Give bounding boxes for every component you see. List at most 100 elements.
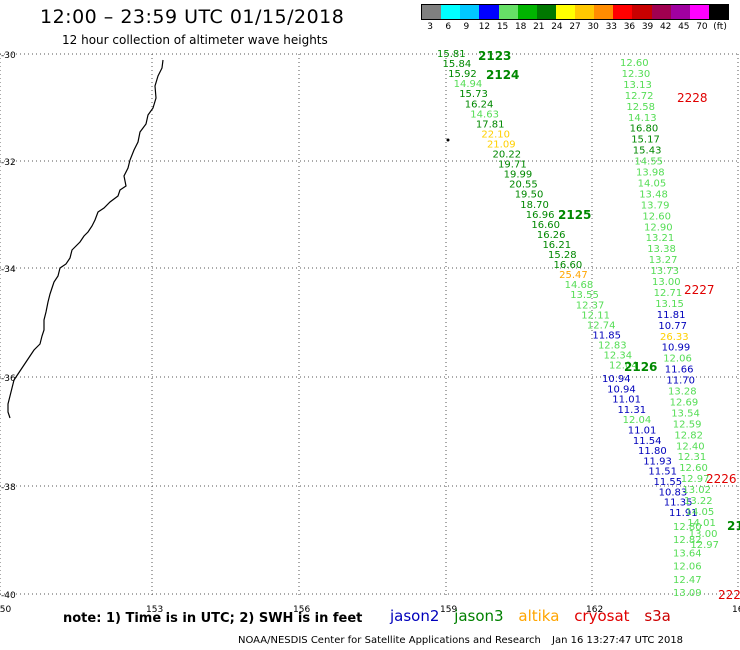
jason2-reading: 11.31 [617, 405, 646, 416]
lon-tick-label: 153 [146, 605, 163, 615]
cryosat-reading: 11.66 [665, 365, 694, 376]
lon-tick-label: 162 [586, 605, 603, 615]
jason3-reading: 12.37 [576, 300, 605, 311]
legend-label-15: 70 [696, 22, 708, 32]
cryosat-reading: 12.31 [678, 452, 707, 463]
footer-timestamp: Jan 16 13:27:47 UTC 2018 [552, 635, 684, 646]
cryosat-reading: 10.77 [658, 321, 687, 332]
side-track-reading: 13.09 [673, 588, 702, 599]
lat-tick-label: -40 [1, 591, 16, 601]
jason3-reading: 18.70 [520, 200, 549, 211]
legend-labels: 3 6 9 12 15 18 21 24 27 30 33 36 39 42 45 70 (ft) [421, 22, 729, 32]
jason3-reading: 12.11 [581, 310, 610, 321]
legend-swatch-1 [441, 5, 461, 19]
jason3-reading: 15.28 [548, 250, 577, 261]
legend-label-0: 3 [427, 22, 433, 32]
pass-label: 2226 [706, 472, 737, 486]
cryosat-reading: 12.82 [674, 430, 703, 441]
cryosat-reading: 15.43 [633, 146, 662, 157]
legend-label-8: 27 [569, 22, 581, 32]
legend-swatch-12 [651, 5, 671, 19]
legend-label-2: 9 [463, 22, 470, 32]
jason2-reading: 11.80 [638, 446, 667, 457]
cryosat-reading: 15.17 [631, 135, 660, 146]
jason3-reading: 16.60 [531, 220, 560, 231]
legend-swatches [421, 4, 729, 20]
jason3-reading: 11.85 [592, 330, 621, 341]
cryosat-reading: 13.02 [682, 485, 711, 496]
satellite-s3a: s3a [644, 607, 671, 625]
jason3-reading: 20.55 [509, 180, 538, 191]
cryosat-reading: 13.73 [650, 266, 679, 277]
jason3-reading: 20.22 [493, 150, 522, 161]
jason2-reading: 10.94 [602, 374, 631, 385]
jason3-reading: 16.96 [526, 210, 555, 221]
legend-label-12: 39 [641, 22, 654, 32]
legend-swatch-11 [632, 5, 652, 19]
altimeter-readings: 15.8115.8415.9214.9415.7316.2414.6317.81… [437, 49, 719, 599]
legend-swatch-5 [517, 5, 537, 19]
jason3-reading: 15.81 [437, 49, 466, 60]
pass-label: 2227 [684, 283, 715, 297]
legend-swatch-2 [460, 5, 480, 19]
legend-swatch-15 [708, 5, 728, 19]
cryosat-reading: 12.40 [676, 441, 705, 452]
cryosat-reading: 12.97 [690, 540, 719, 551]
legend-swatch-13 [670, 5, 690, 19]
legend-unit: (ft) [713, 22, 727, 32]
jason3-reading: 12.74 [587, 320, 616, 331]
jason3-reading: 19.50 [515, 190, 544, 201]
jason2-reading: 11.01 [628, 426, 657, 437]
legend-swatch-6 [536, 5, 556, 19]
legend-swatch-4 [498, 5, 518, 19]
jason3-reading: 15.73 [459, 89, 488, 100]
cryosat-reading: 12.59 [673, 419, 702, 430]
legend-label-9: 30 [587, 22, 599, 32]
side-track-reading: 12.06 [673, 562, 702, 573]
cryosat-reading: 12.60 [679, 463, 708, 474]
satellite-jason3: jason3 [454, 607, 504, 625]
cryosat-reading: 12.90 [644, 222, 673, 233]
legend-label-5: 18 [514, 22, 527, 32]
legend-label-13: 42 [659, 22, 672, 32]
cryosat-reading: 14.05 [638, 178, 667, 189]
jason3-reading: 14.68 [565, 280, 594, 291]
pass-label: 2123 [478, 49, 511, 63]
wave-height-color-legend: 3 6 9 12 15 18 21 24 27 30 33 36 39 42 45 70 (ft) [421, 4, 729, 32]
jason3-reading: 16.60 [554, 260, 583, 271]
pass-label: 2125 [558, 208, 591, 222]
cryosat-reading: 13.79 [641, 200, 670, 211]
satellite-legend: jason2 jason3 altika cryosat s3a [390, 607, 681, 625]
cryosat-reading: 13.21 [646, 233, 675, 244]
legend-swatch-7 [555, 5, 575, 19]
cryosat-reading: 16.80 [630, 124, 659, 135]
cryosat-reading: 14.55 [634, 157, 663, 168]
jason3-reading: 15.84 [443, 59, 472, 70]
lat-tick-label: -32 [1, 158, 16, 168]
side-track-reading: 12.80 [673, 522, 702, 533]
satellite-altika: altika [518, 607, 560, 625]
cryosat-reading: 12.60 [642, 211, 671, 222]
marker-dot [446, 138, 450, 142]
cryosat-reading: 13.00 [689, 529, 718, 540]
legend-label-3: 12 [478, 22, 491, 32]
legend-label-6: 21 [533, 22, 545, 32]
cryosat-reading: 10.99 [662, 343, 691, 354]
jason3-reading: 25.47 [559, 270, 588, 281]
cryosat-reading: 12.97 [681, 474, 710, 485]
jason2-reading: 11.93 [643, 456, 672, 467]
legend-swatch-10 [613, 5, 633, 19]
map-grid: 150 153 156 159 162 165 -30 -32 -34 -36 -38 -40 [0, 51, 740, 615]
legend-label-4: 15 [496, 22, 509, 32]
cryosat-reading: 12.06 [663, 354, 692, 365]
jason2-reading: 10.94 [607, 384, 636, 395]
cryosat-reading: 26.33 [660, 332, 689, 343]
footer-credit: NOAA/NESDIS Center for Satellite Applica… [238, 635, 541, 646]
legend-swatch-14 [689, 5, 709, 19]
legend-swatch-0 [422, 5, 442, 19]
legend-label-7: 24 [551, 22, 563, 32]
lon-tick-label: 159 [440, 605, 457, 615]
jason3-reading: 22.10 [481, 129, 510, 140]
side-track-reading: 13.64 [673, 548, 702, 559]
